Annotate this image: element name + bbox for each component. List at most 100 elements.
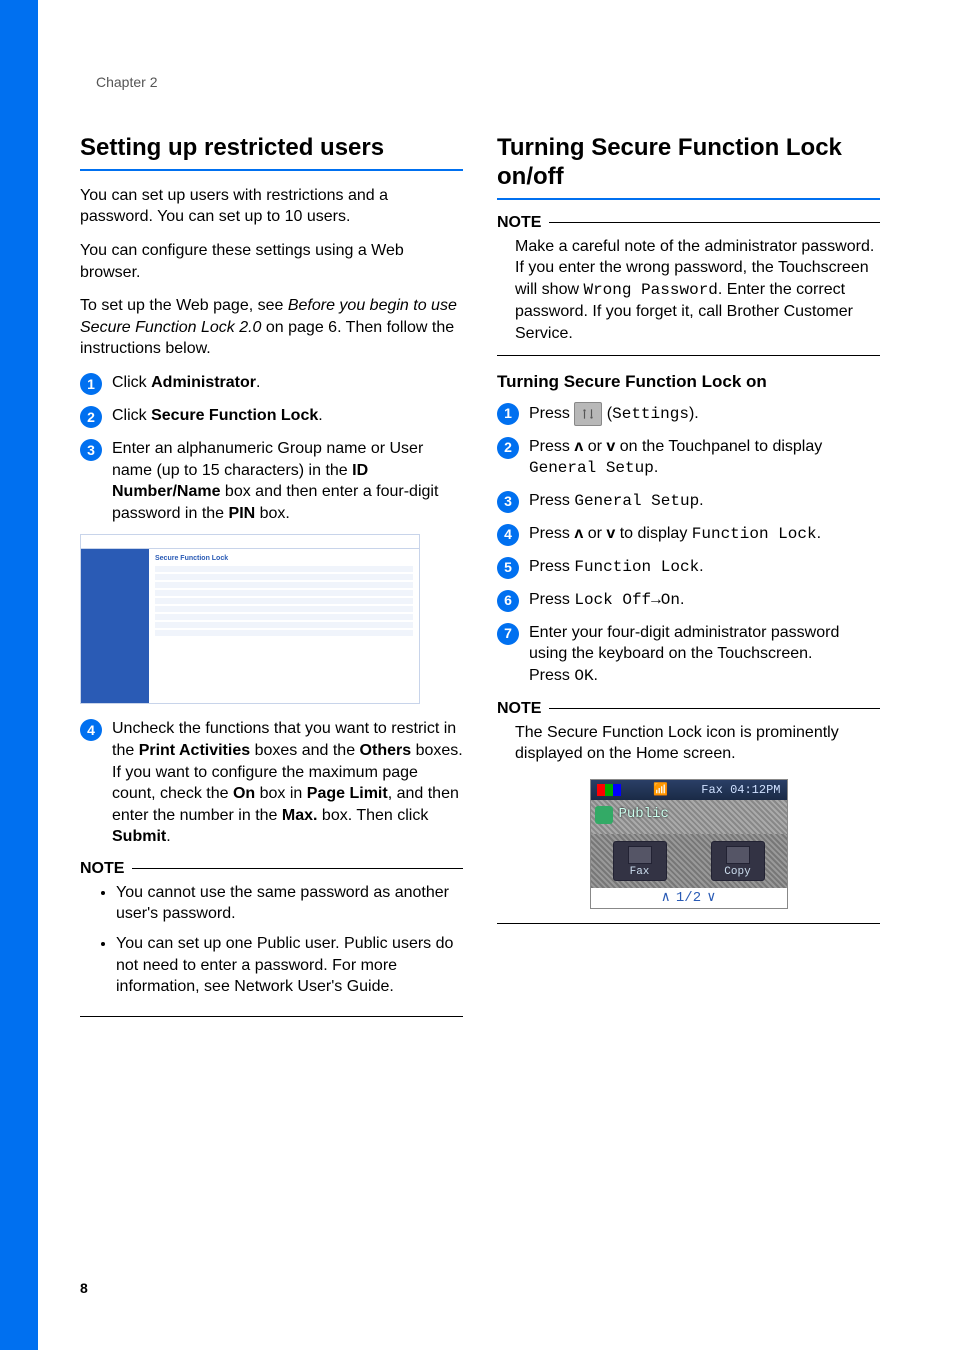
rule bbox=[549, 222, 880, 223]
step-badge-3: 3 bbox=[80, 439, 102, 461]
text-mono: Wrong Password bbox=[583, 281, 717, 299]
step-row: 2 Click Secure Function Lock. bbox=[80, 405, 463, 428]
text: ( bbox=[602, 405, 612, 422]
step-badge-3: 3 bbox=[497, 491, 519, 513]
step-text: Press (Settings). bbox=[529, 402, 880, 426]
text-mono: General Setup bbox=[529, 459, 654, 477]
left-p2: You can configure these settings using a… bbox=[80, 240, 463, 283]
up-caret-icon: ʌ bbox=[574, 523, 583, 545]
text-bold: Administrator bbox=[151, 374, 256, 391]
step-text: Press Function Lock. bbox=[529, 556, 880, 579]
text: . bbox=[699, 558, 703, 575]
text-mono: General Setup bbox=[574, 492, 699, 510]
text: . bbox=[817, 525, 821, 542]
text: Press bbox=[529, 591, 574, 608]
text: ). bbox=[689, 405, 699, 422]
lcd-public-label: Public bbox=[619, 806, 669, 822]
step-row: 3 Press General Setup. bbox=[497, 490, 880, 513]
user-lock-icon bbox=[595, 806, 613, 824]
text: Press bbox=[529, 667, 574, 684]
step-text: Press Lock Off→On. bbox=[529, 589, 880, 612]
text-bold: Others bbox=[360, 742, 412, 759]
text: . bbox=[594, 667, 598, 684]
step-text: Enter an alphanumeric Group name or User… bbox=[112, 438, 463, 524]
text: Press bbox=[529, 405, 574, 422]
left-p1: You can set up users with restrictions a… bbox=[80, 185, 463, 228]
down-caret-icon: v bbox=[606, 523, 615, 545]
step-badge-1: 1 bbox=[80, 373, 102, 395]
note-label: NOTE bbox=[497, 214, 541, 232]
step-row: 4 Uncheck the functions that you want to… bbox=[80, 718, 463, 848]
note-block: NOTE The Secure Function Lock icon is pr… bbox=[497, 700, 880, 924]
step-badge-1: 1 bbox=[497, 403, 519, 425]
step-badge-5: 5 bbox=[497, 557, 519, 579]
step-row: 4 Press ʌ or v to display Function Lock. bbox=[497, 523, 880, 546]
step-text: Click Secure Function Lock. bbox=[112, 405, 463, 427]
step-row: 7 Enter your four-digit administrator pa… bbox=[497, 622, 880, 688]
step-row: 6 Press Lock Off→On. bbox=[497, 589, 880, 612]
note-block: NOTE Make a careful note of the administ… bbox=[497, 214, 880, 356]
text: Click bbox=[112, 407, 151, 424]
note-body: You cannot use the same password as anot… bbox=[80, 878, 463, 1010]
step-row: 3 Enter an alphanumeric Group name or Us… bbox=[80, 438, 463, 524]
left-column: Setting up restricted users You can set … bbox=[80, 134, 463, 1029]
text: To set up the Web page, see bbox=[80, 297, 288, 314]
text: Press bbox=[529, 438, 574, 455]
sub-heading: Turning Secure Function Lock on bbox=[497, 372, 880, 392]
lcd-copy-label: Copy bbox=[724, 866, 750, 878]
lcd-fax-button[interactable]: Fax bbox=[613, 841, 667, 881]
note-block: NOTE You cannot use the same password as… bbox=[80, 860, 463, 1017]
step-text: Enter your four-digit administrator pass… bbox=[529, 622, 880, 688]
text: or bbox=[583, 438, 606, 455]
text: Enter an alphanumeric Group name or User… bbox=[112, 440, 423, 479]
text-bold: Print Activities bbox=[139, 742, 250, 759]
lcd-screenshot: 📶 Fax 04:12PM Public Fax Copy ∧ 1/2 bbox=[590, 779, 788, 909]
left-p3: To set up the Web page, see Before you b… bbox=[80, 295, 463, 360]
chapter-label: Chapter 2 bbox=[96, 74, 157, 90]
rule bbox=[80, 1016, 463, 1017]
text-mono: OK bbox=[574, 667, 593, 685]
note-label: NOTE bbox=[497, 700, 541, 718]
note-body: Make a careful note of the administrator… bbox=[497, 232, 880, 349]
down-caret-icon[interactable]: ∨ bbox=[707, 889, 715, 906]
lcd-copy-button[interactable]: Copy bbox=[711, 841, 765, 881]
text-mono: Function Lock bbox=[692, 525, 817, 543]
step-badge-6: 6 bbox=[497, 590, 519, 612]
text-bold: On bbox=[233, 785, 255, 802]
text: boxes and the bbox=[250, 742, 359, 759]
text: box. bbox=[255, 505, 290, 522]
note-label: NOTE bbox=[80, 860, 124, 878]
lcd-fax-label: Fax bbox=[630, 866, 650, 878]
text: Press bbox=[529, 525, 574, 542]
down-caret-icon: v bbox=[606, 436, 615, 458]
text: . bbox=[654, 459, 658, 476]
rule bbox=[549, 708, 880, 709]
right-column: Turning Secure Function Lock on/off NOTE… bbox=[497, 134, 880, 1029]
text: Click bbox=[112, 374, 151, 391]
text-bold: Secure Function Lock bbox=[151, 407, 318, 424]
up-caret-icon: ʌ bbox=[574, 436, 583, 458]
step-badge-7: 7 bbox=[497, 623, 519, 645]
step-row: 2 Press ʌ or v on the Touchpanel to disp… bbox=[497, 436, 880, 480]
left-title: Setting up restricted users bbox=[80, 134, 463, 171]
text: to display bbox=[615, 525, 691, 542]
step-badge-2: 2 bbox=[497, 437, 519, 459]
text-mono: Lock Off bbox=[574, 591, 651, 609]
text-bold: PIN bbox=[229, 505, 256, 522]
step-row: 1 Press (Settings). bbox=[497, 402, 880, 426]
step-badge-2: 2 bbox=[80, 406, 102, 428]
step-row: 5 Press Function Lock. bbox=[497, 556, 880, 579]
text: . bbox=[699, 492, 703, 509]
text: on the Touchpanel to display bbox=[615, 438, 822, 455]
web-screenshot-thumb: Secure Function Lock bbox=[80, 534, 420, 704]
up-caret-icon[interactable]: ∧ bbox=[661, 889, 669, 906]
text: Enter your four-digit administrator pass… bbox=[529, 624, 839, 663]
thumb-title: Secure Function Lock bbox=[155, 555, 413, 562]
step-text: Press ʌ or v to display Function Lock. bbox=[529, 523, 880, 546]
step-text: Press General Setup. bbox=[529, 490, 880, 513]
step-badge-4: 4 bbox=[497, 524, 519, 546]
rule bbox=[132, 868, 463, 869]
text: box. Then click bbox=[317, 807, 428, 824]
text: or bbox=[583, 525, 606, 542]
text-mono: Function Lock bbox=[574, 558, 699, 576]
